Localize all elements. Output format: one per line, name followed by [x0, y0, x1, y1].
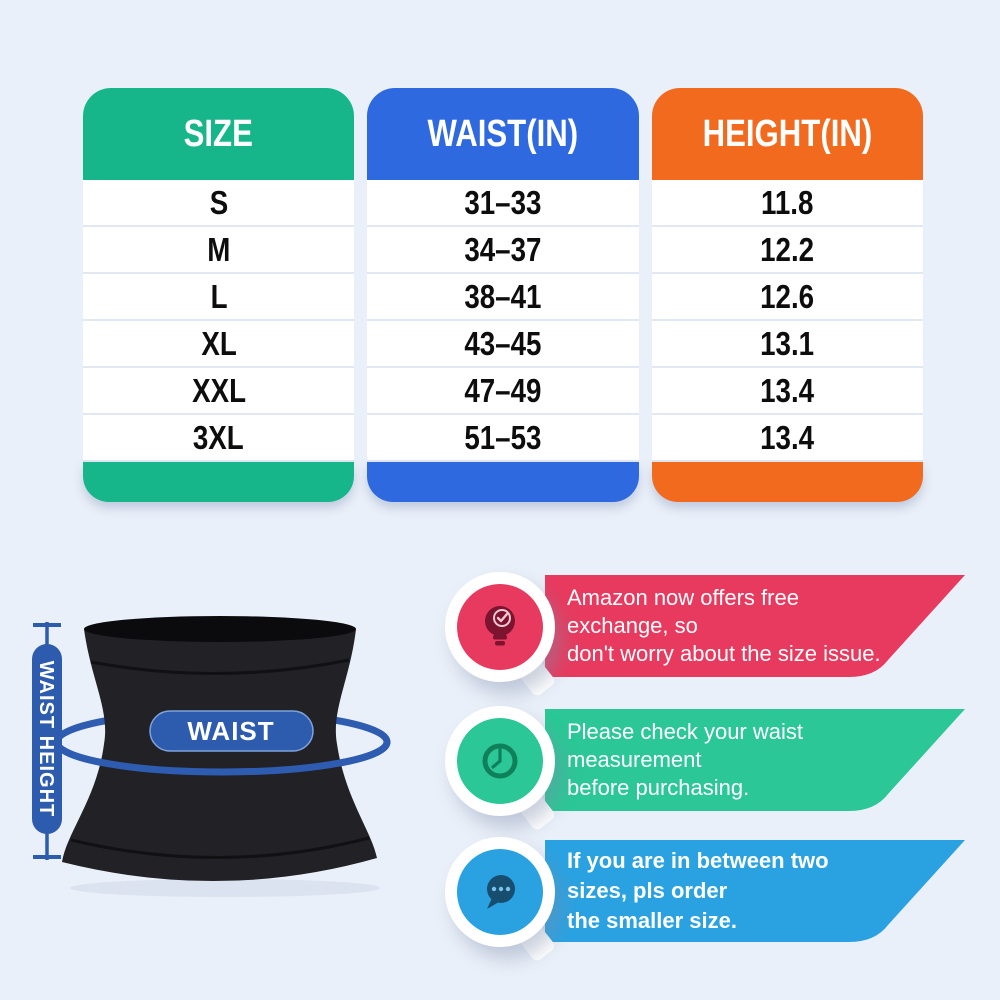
- note-banner-shape: [545, 840, 965, 942]
- cell-text: 13.4: [760, 371, 815, 409]
- cell-text: XXL: [191, 371, 246, 409]
- note-line: Please check your waist measurement: [567, 719, 803, 772]
- column-footer-bar: [367, 462, 639, 502]
- cell-text: 38–41: [464, 277, 542, 315]
- cell-text: 13.4: [760, 418, 815, 456]
- magnifier-badge: [445, 706, 557, 832]
- cell-text: 51–53: [464, 418, 542, 456]
- waist-trainer-body: [62, 629, 377, 882]
- column-footer-bar: [651, 462, 923, 502]
- note-line: If you are in between two sizes, pls ord…: [567, 848, 829, 903]
- waist-measure-front-arc: [53, 741, 391, 776]
- waist-height-label: WAIST HEIGHT: [35, 661, 57, 817]
- cell-text: 43–45: [464, 324, 542, 362]
- cell-text: 47–49: [464, 371, 542, 409]
- trainer-shadow: [70, 879, 380, 897]
- table-cell: 47–49: [367, 368, 639, 415]
- table-cell: 31–33: [367, 180, 639, 227]
- cell-text: 3XL: [193, 418, 245, 456]
- waist-trainer-diagram: WAIST WAIST HEIGHT: [32, 616, 391, 897]
- column-header-size-label: SIZE: [184, 112, 254, 155]
- magnifier-badge: [445, 837, 557, 963]
- note-text: If you are in between two sizes, pls ord…: [567, 840, 883, 942]
- note-line: don't worry about the size issue.: [567, 641, 881, 666]
- column-header-height-label: HEIGHT(IN): [702, 112, 873, 155]
- table-cell: 11.8: [651, 180, 923, 227]
- cell-text: 13.1: [760, 324, 815, 362]
- cell-text: 11.8: [761, 183, 814, 221]
- table-cell: 13.4: [651, 368, 923, 415]
- table-cell: 38–41: [367, 274, 639, 321]
- column-header-size: SIZE: [83, 88, 355, 180]
- chat-dots-icon: [457, 849, 543, 935]
- cell-text: 31–33: [464, 183, 542, 221]
- waist-label: WAIST: [187, 716, 274, 746]
- note-line: the smaller size.: [567, 908, 737, 933]
- cell-text: 34–37: [464, 230, 542, 268]
- note-banner-shape: [545, 575, 965, 677]
- table-cell: L: [83, 274, 355, 321]
- note-banner-shape: [545, 709, 965, 811]
- trainer-opening: [84, 616, 356, 642]
- table-cell: 3XL: [83, 415, 355, 462]
- table-cell: XXL: [83, 368, 355, 415]
- waist-column: WAIST(IN) 31–33 34–37 38–41 43–45 47–49 …: [367, 88, 639, 502]
- note-line: Amazon now offers free exchange, so: [567, 585, 799, 638]
- clock-icon: [457, 718, 543, 804]
- column-footer-bar: [83, 462, 355, 502]
- table-cell: 13.1: [651, 321, 923, 368]
- note-text: Amazon now offers free exchange, so don'…: [567, 575, 883, 677]
- trainer-seam-bottom: [70, 836, 370, 859]
- table-cell: 12.6: [651, 274, 923, 321]
- table-cell: 13.4: [651, 415, 923, 462]
- cell-text: L: [210, 277, 228, 315]
- cell-text: 12.6: [760, 277, 815, 315]
- table-cell: 34–37: [367, 227, 639, 274]
- height-column: HEIGHT(IN) 11.8 12.2 12.6 13.1 13.4 13.4: [651, 88, 923, 502]
- trainer-seam-top: [90, 658, 350, 676]
- cell-text: XL: [200, 324, 237, 362]
- table-cell: XL: [83, 321, 355, 368]
- note-line: before purchasing.: [567, 775, 750, 800]
- cell-text: 12.2: [760, 230, 815, 268]
- magnifier-badge: [445, 572, 557, 698]
- column-header-waist: WAIST(IN): [367, 88, 639, 180]
- note-free-exchange: Amazon now offers free exchange, so don'…: [445, 572, 985, 698]
- size-chart-table: SIZE S M L XL XXL 3XL WAIST(IN) 31–33 34…: [83, 88, 923, 502]
- table-cell: 12.2: [651, 227, 923, 274]
- cell-text: S: [209, 183, 228, 221]
- note-between-sizes: If you are in between two sizes, pls ord…: [445, 837, 985, 963]
- table-cell: S: [83, 180, 355, 227]
- table-cell: 43–45: [367, 321, 639, 368]
- size-column: SIZE S M L XL XXL 3XL: [83, 88, 355, 502]
- column-header-height: HEIGHT(IN): [651, 88, 923, 180]
- waist-label-pill: [149, 710, 314, 752]
- column-header-waist-label: WAIST(IN): [427, 112, 579, 155]
- cell-text: M: [207, 230, 231, 268]
- table-cell: M: [83, 227, 355, 274]
- lightbulb-check-icon: [457, 584, 543, 670]
- height-label-pill: [32, 644, 62, 834]
- note-text: Please check your waist measurement befo…: [567, 709, 883, 811]
- table-cell: 51–53: [367, 415, 639, 462]
- note-check-measurement: Please check your waist measurement befo…: [445, 706, 985, 832]
